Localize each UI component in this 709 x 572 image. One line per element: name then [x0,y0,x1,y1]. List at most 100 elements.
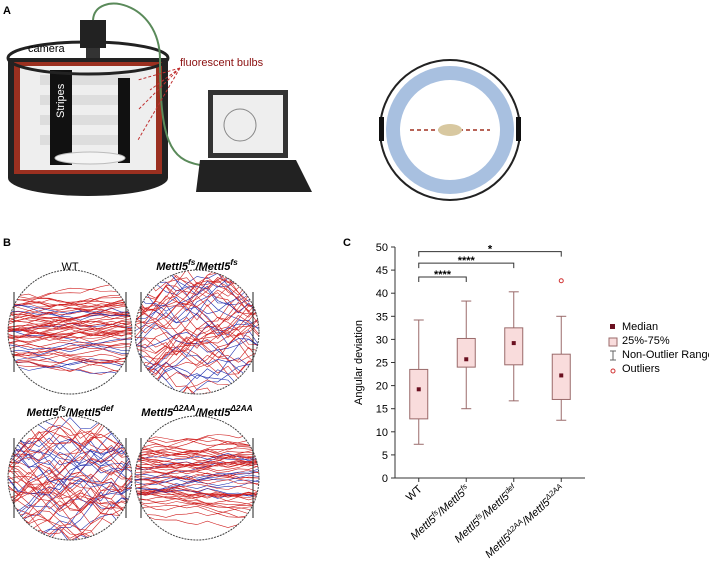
track [135,510,259,518]
track [135,374,259,394]
track [135,278,259,338]
y-tick-label: 45 [376,265,388,277]
track-plot [135,270,259,394]
track [135,468,259,483]
track [135,324,259,348]
track [135,295,259,335]
text-part: /Mettl5 [65,407,102,419]
track [8,322,132,333]
track [135,289,259,335]
significance-label: **** [458,255,476,267]
track [8,356,132,367]
track [8,416,132,464]
track [135,332,259,373]
track [8,442,132,474]
y-tick-label: 20 [376,381,388,393]
track [135,318,259,363]
track [8,307,132,317]
text-part: WT [404,483,425,504]
track [8,345,132,356]
track [135,436,259,446]
track [8,430,132,468]
track [135,273,259,314]
superscript: fs [230,257,238,267]
track [135,450,259,462]
track [8,304,132,317]
track [135,459,259,469]
track-title: Mettl5fs/Mettl5def [27,403,115,419]
track [8,481,132,524]
track [8,330,132,339]
track [8,488,132,512]
track [135,483,259,496]
track [8,346,132,357]
track [135,270,259,286]
track [135,324,259,368]
significance-bracket [418,276,467,283]
track [8,298,132,323]
track [135,270,259,312]
legend-label: 25%-75% [622,335,670,347]
track [135,460,259,469]
track [8,316,132,328]
text-part: /Mettl5 [194,407,231,419]
track [8,364,132,375]
track-title: Mettl5fs/Mettl5fs [156,257,238,273]
bulbs-label: fluorescent bulbs [180,57,264,69]
y-tick-label: 30 [376,334,388,346]
track [8,476,132,520]
track [8,460,132,528]
y-tick-label: 50 [376,242,388,254]
legend-box [608,337,618,347]
track [135,459,259,471]
y-tick-label: 10 [376,427,388,439]
track [135,301,259,356]
track [8,531,132,540]
track [8,416,132,453]
track [135,449,259,459]
legend-label: Non-Outlier Range [622,349,709,361]
track [135,329,259,376]
track [135,436,259,448]
track [8,448,132,494]
track [8,328,132,351]
legend-median [610,324,615,329]
track-title: Mettl5Δ2AA/Mettl5Δ2AA [141,403,252,419]
track [135,333,259,361]
significance-bracket [418,262,515,269]
track [8,447,132,495]
superscript: fs [58,403,66,413]
track [8,322,132,336]
track [8,484,132,516]
track [8,323,132,335]
y-tick-label: 0 [382,473,388,485]
track [8,315,132,326]
y-tick-label: 40 [376,288,388,300]
track [135,511,259,528]
track [135,490,259,515]
track-plot [8,280,132,375]
arena [134,269,260,395]
track [135,270,259,286]
track [8,461,132,525]
stripes-label: Stripes [55,83,67,118]
track [135,304,259,345]
superscript: fs [473,511,484,522]
track [135,453,259,462]
track [135,362,259,380]
track [135,303,259,378]
superscript: fs [188,257,196,267]
track [135,368,259,394]
track [8,341,132,351]
arena [7,269,133,395]
track [8,475,132,505]
track [135,460,259,472]
track [135,295,259,330]
track [8,330,132,345]
y-tick-label: 5 [382,450,388,462]
track [8,364,132,375]
track [8,471,132,497]
track [8,463,132,521]
track [8,457,132,521]
